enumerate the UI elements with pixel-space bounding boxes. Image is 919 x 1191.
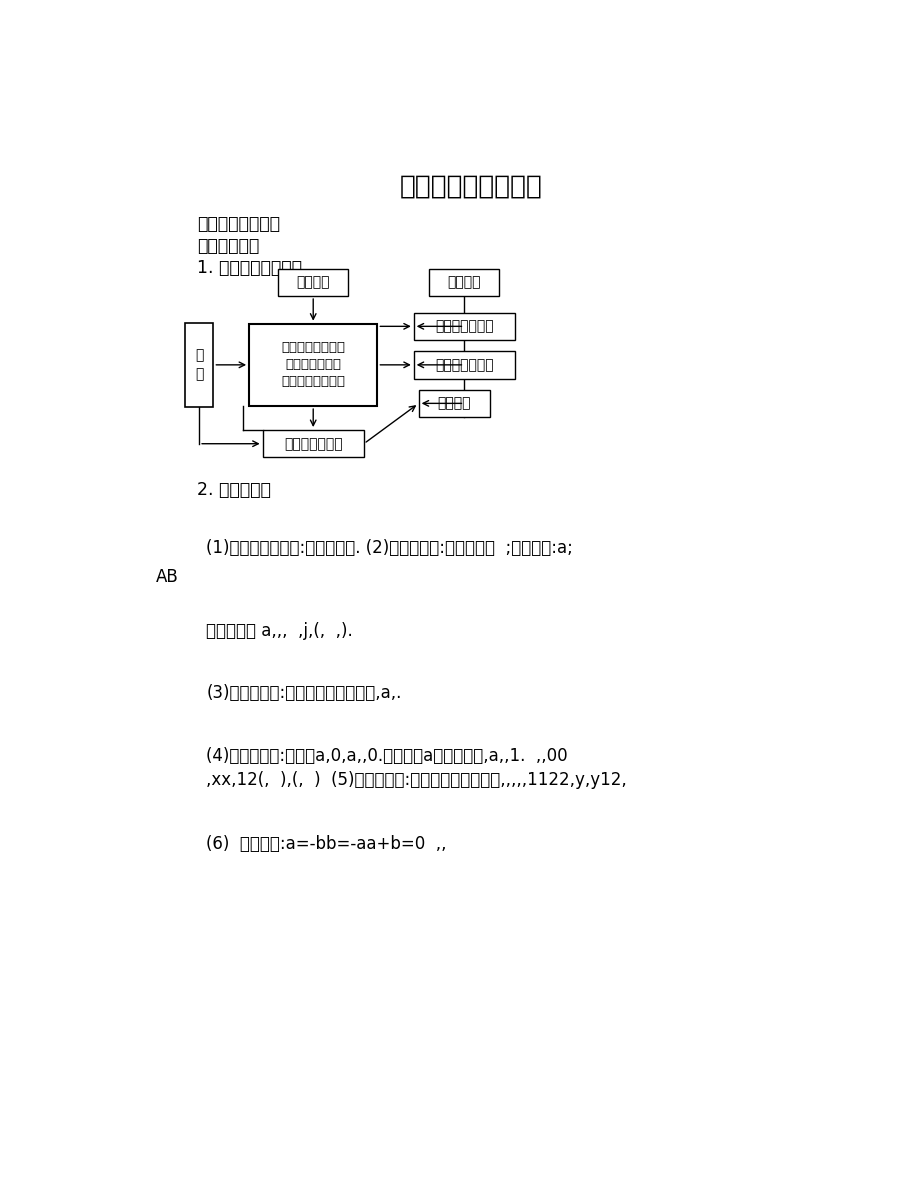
Bar [414,312,515,341]
Text: 坐标表示法 a,,,  ,j,(,  ,).: 坐标表示法 a,,, ,j,(, ,). [206,622,353,640]
Bar [262,430,363,457]
Bar [414,351,515,379]
Text: ,xx,12(,  ),(,  )  (5)相等的向量:大小相等，方向相同,,,,,1122,y,y12,: ,xx,12(, ),(, ) (5)相等的向量:大小相等，方向相同,,,,,1… [206,772,627,790]
Text: 平面两点间距离: 平面两点间距离 [435,357,494,372]
Text: 2. 向量的概念: 2. 向量的概念 [197,481,270,499]
Text: 1. 本章知识网络结构: 1. 本章知识网络结构 [197,258,301,276]
Text: (1)向量的基本要素:大小和方向. (2)向量的表示:几何表示法  ;字母表示:a;: (1)向量的基本要素:大小和方向. (2)向量的表示:几何表示法 ;字母表示:a… [206,540,573,557]
Text: 平移公式: 平移公式 [437,397,471,411]
Text: 第五章知识点回顾: 第五章知识点回顾 [197,214,279,232]
Text: 基础知识: 基础知识 [296,275,330,289]
Text: 向量的坐标表示: 向量的坐标表示 [284,437,342,450]
Text: (6)  相反向量:a=-bb=-aa+b=0  ,,: (6) 相反向量:a=-bb=-aa+b=0 ,, [206,835,447,854]
Text: 基本应用: 基本应用 [448,275,481,289]
Bar [418,389,490,417]
Bar [249,324,377,406]
Text: 向量的加法与减法
实数与向量的积
平面向量的数量积: 向量的加法与减法 实数与向量的积 平面向量的数量积 [281,342,345,388]
Text: 向
量: 向 量 [195,349,203,381]
Text: (3)向量的长度:即向量的大小，记作,a,.: (3)向量的长度:即向量的大小，记作,a,. [206,684,402,703]
Text: 一、本章知识: 一、本章知识 [197,237,259,255]
Bar [185,323,213,407]
Text: (4)特殊的向量:零向量a,0,a,,0.单位向量a为单位向量,a,,1.  ,,00: (4)特殊的向量:零向量a,0,a,,0.单位向量a为单位向量,a,,1. ,,… [206,747,567,765]
Text: AB: AB [155,568,178,586]
Bar [429,268,499,297]
Text: 高一数学向量知识点: 高一数学向量知识点 [400,174,542,200]
Text: 线段的定比分点: 线段的定比分点 [435,319,494,333]
Bar [278,268,347,297]
